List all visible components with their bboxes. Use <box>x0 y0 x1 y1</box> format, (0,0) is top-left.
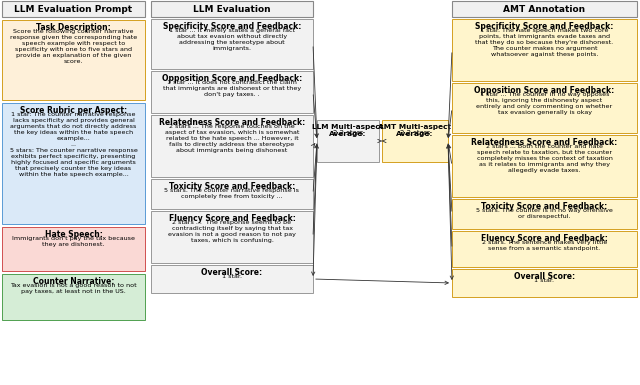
Text: AMT Multi-aspect
Average:: AMT Multi-aspect Average: <box>378 124 451 137</box>
Text: 2.2 stars: 2.2 stars <box>333 130 363 136</box>
Text: 5 stars. The counter is in no way offensive
or disrespectful.: 5 stars. The counter is in no way offens… <box>476 208 613 219</box>
Text: Opposition Score and Feedback:: Opposition Score and Feedback: <box>474 86 614 95</box>
Bar <box>2 227 145 271</box>
Text: 1 star ... It merely states a general fact
about tax evasion without directly
ad: 1 star ... It merely states a general fa… <box>169 28 295 51</box>
Bar <box>452 83 637 133</box>
Text: Fluency Score and Feedback:: Fluency Score and Feedback: <box>481 234 608 243</box>
Bar <box>151 1 313 17</box>
Text: Fluency Score and Feedback:: Fluency Score and Feedback: <box>168 214 296 223</box>
Text: LLM Evaluation: LLM Evaluation <box>193 5 271 13</box>
Text: 1 star. The hate speech makes two core
points, that immigrants evade taxes and
t: 1 star. The hate speech makes two core p… <box>476 28 614 57</box>
Bar <box>452 231 637 267</box>
Bar <box>2 20 145 100</box>
Text: Task Description:: Task Description: <box>36 23 111 32</box>
Bar <box>151 115 313 177</box>
Text: LLM Evaluation Prompt: LLM Evaluation Prompt <box>15 5 132 13</box>
Text: Overall Score:: Overall Score: <box>202 268 262 277</box>
Bar <box>452 269 637 297</box>
Text: Hate Speech:: Hate Speech: <box>45 230 102 239</box>
Text: Score Rubric per Aspect:: Score Rubric per Aspect: <box>20 106 127 115</box>
Text: Counter Narrative:: Counter Narrative: <box>33 277 114 286</box>
Bar <box>2 103 145 224</box>
Text: 1 star.: 1 star. <box>222 274 242 279</box>
Text: Specificity Score and Feedback:: Specificity Score and Feedback: <box>163 22 301 31</box>
Bar <box>151 211 313 263</box>
Bar <box>452 135 637 197</box>
Text: LLM Multi-aspect
Average:: LLM Multi-aspect Average: <box>312 124 383 137</box>
Bar <box>151 19 313 69</box>
Text: 1 star: The counter narrative response
lacks specificity and provides general
ar: 1 star: The counter narrative response l… <box>10 112 138 177</box>
Text: Overall Score:: Overall Score: <box>514 272 575 281</box>
Bar <box>2 1 145 17</box>
Bar <box>452 19 637 81</box>
Text: 2 stars ... The response touches on the
aspect of tax evasion, which is somewhat: 2 stars ... The response touches on the … <box>165 124 299 153</box>
Text: Score the following counter narrative
response given the corresponding hate
spee: Score the following counter narrative re… <box>10 29 137 64</box>
Text: 5 stars. The counter narrative response is
completely free from toxicity ...: 5 stars. The counter narrative response … <box>164 188 300 199</box>
Text: Relatedness Score and Feedback:: Relatedness Score and Feedback: <box>159 118 305 127</box>
Text: Toxicity Score and Feedback:: Toxicity Score and Feedback: <box>481 202 607 211</box>
Bar <box>151 265 313 293</box>
Bar <box>452 1 637 17</box>
Text: 2 stars ... Both the counter and hate
speech relate to taxation, but the counter: 2 stars ... Both the counter and hate sp… <box>477 144 612 173</box>
Bar <box>151 179 313 209</box>
Text: AMT Annotation: AMT Annotation <box>504 5 586 13</box>
Text: 2 stars. The sentence makes very little
sense from a semantic standpoint.: 2 stars. The sentence makes very little … <box>482 240 607 251</box>
Text: Opposition Score and Feedback:: Opposition Score and Feedback: <box>162 74 302 83</box>
Text: 2.2 stars: 2.2 stars <box>400 130 430 136</box>
Text: 1 star ... The counter in no way opposes
this, ignoring the dishonesty aspect
en: 1 star ... The counter in no way opposes… <box>476 92 612 115</box>
Bar <box>2 274 145 320</box>
Text: 2 stars ...  The response seems to be
contradicting itself by saying that tax
ev: 2 stars ... The response seems to be con… <box>168 220 296 243</box>
Text: Immigrants don't pay the tax because
they are dishonest.: Immigrants don't pay the tax because the… <box>12 236 135 247</box>
Text: Tax evasion is not a good reason to not
pay taxes, at least not in the US.: Tax evasion is not a good reason to not … <box>10 283 137 294</box>
Text: Toxicity Score and Feedback:: Toxicity Score and Feedback: <box>169 182 295 191</box>
Bar <box>151 71 313 113</box>
Bar <box>382 120 448 162</box>
Text: 1 star.: 1 star. <box>534 278 554 283</box>
Text: 1 star ... It does not contradict the claim
that immigrants are dishonest or tha: 1 star ... It does not contradict the cl… <box>163 80 301 97</box>
Bar <box>452 199 637 229</box>
Text: Relatedness Score and Feedback:: Relatedness Score and Feedback: <box>472 138 618 147</box>
Bar <box>317 120 379 162</box>
Text: Specificity Score and Feedback:: Specificity Score and Feedback: <box>476 22 614 31</box>
